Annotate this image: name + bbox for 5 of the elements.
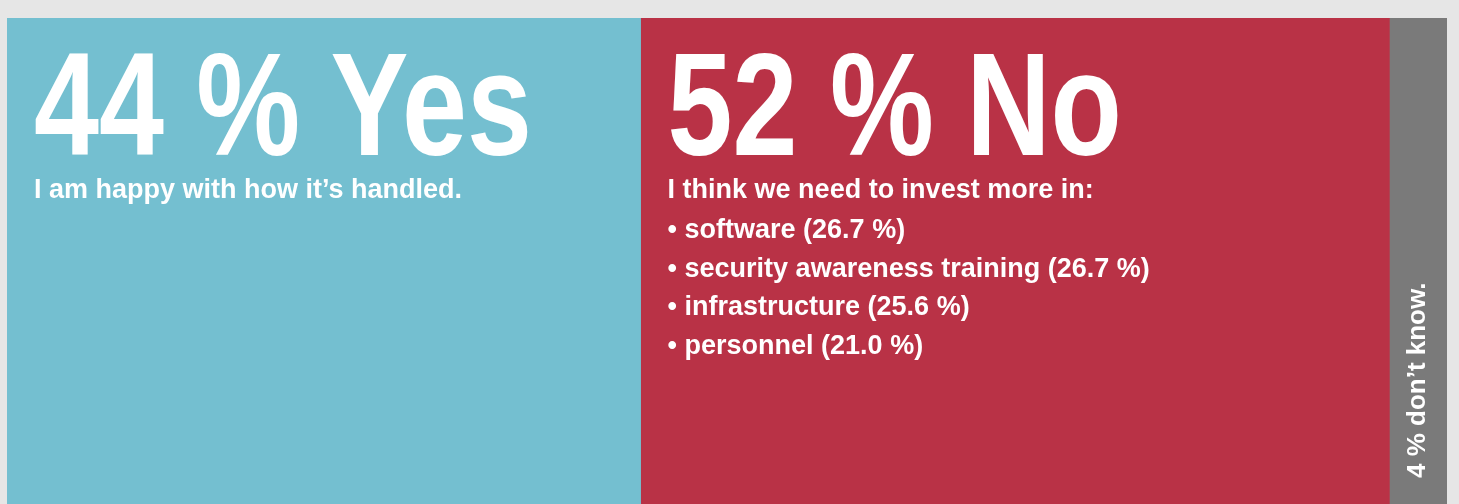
- annotation: • infrastructure (25.6 %): [667, 291, 970, 321]
- annotation: • software (26.7 %): [667, 214, 906, 244]
- annotation: • personnel (21.0 %): [667, 329, 924, 360]
- annotation: • security awareness training (26.7 %): [667, 252, 1150, 283]
- data-label: 4 % don’t know.: [1401, 282, 1432, 478]
